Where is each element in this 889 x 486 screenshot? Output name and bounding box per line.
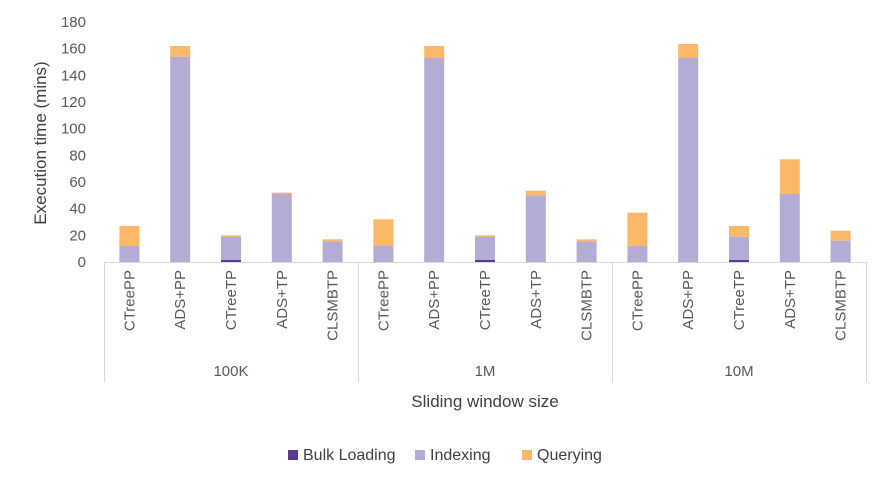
bar-segment-bulk-loading	[729, 260, 749, 262]
x-tick-label: CTreeTP	[223, 270, 240, 330]
group-label: 1M	[475, 363, 496, 380]
group-label: 100K	[213, 363, 248, 380]
bar-segment-querying	[576, 239, 597, 242]
bar-segment-querying	[322, 239, 343, 242]
bar-segment-querying	[119, 226, 140, 246]
bar-segment-indexing	[271, 194, 292, 262]
y-tick-label: 40	[69, 201, 86, 218]
x-tick-label: CLSMBTP	[833, 270, 850, 341]
group-label: 10M	[724, 363, 753, 380]
bar-segment-querying	[779, 159, 800, 194]
y-tick-label: 120	[61, 94, 86, 111]
bar-segment-querying	[373, 219, 394, 246]
bar-segment-bulk-loading	[221, 260, 241, 262]
bar-segment-indexing	[779, 194, 800, 262]
bar-segment-querying	[525, 190, 546, 196]
legend-swatch	[288, 450, 298, 460]
legend-swatch	[522, 450, 532, 460]
bar-segment-querying	[221, 235, 241, 237]
x-tick-label: CLSMBTP	[579, 270, 596, 341]
x-tick-label: CTreeTP	[477, 270, 494, 330]
bar-segment-indexing	[525, 195, 546, 262]
bar-segment-indexing	[322, 241, 343, 262]
y-tick-label: 160	[61, 41, 86, 58]
bar-segment-indexing	[373, 246, 394, 262]
bar-segment-querying	[424, 46, 445, 58]
y-tick-label: 60	[69, 174, 86, 191]
y-axis: 0 20 40 60 80 100 120 140 160 180	[61, 14, 86, 271]
x-tick-label: CTreeTP	[731, 270, 748, 330]
legend-label: Indexing	[430, 447, 491, 464]
bar-segment-indexing	[576, 241, 597, 262]
x-axis-title: Sliding window size	[411, 392, 558, 411]
bar-segment-indexing	[678, 58, 699, 262]
bar-segment-indexing	[170, 56, 191, 262]
bar-segment-querying	[627, 212, 648, 246]
legend-label: Bulk Loading	[303, 447, 396, 464]
legend: Bulk Loading Indexing Querying	[288, 447, 602, 464]
x-tick-label: CTreePP	[375, 270, 392, 331]
x-tick-label: ADS+PP	[172, 270, 189, 330]
bar-segment-querying	[729, 226, 749, 237]
x-axis: CTreePP ADS+PP CTreeTP ADS+TP CLSMBTP CTreePP…	[104, 262, 867, 382]
x-tick-label: ADS+TP	[528, 270, 545, 329]
bar-segment-indexing	[729, 236, 749, 260]
y-tick-label: 140	[61, 67, 86, 84]
x-tick-label: CLSMBTP	[325, 270, 342, 341]
bar-segment-querying	[830, 230, 851, 241]
legend-label: Querying	[537, 447, 602, 464]
bar-segment-querying	[475, 235, 495, 237]
bar-segment-bulk-loading	[475, 260, 495, 262]
bar-segment-indexing	[475, 236, 495, 260]
bar-segment-indexing	[424, 58, 445, 262]
x-tick-label: ADS+PP	[426, 270, 443, 330]
y-tick-label: 80	[69, 147, 86, 164]
y-axis-title: Execution time (mins)	[31, 61, 50, 224]
x-tick-label: ADS+PP	[680, 270, 697, 330]
y-tick-label: 0	[78, 254, 86, 271]
bar-segment-indexing	[221, 236, 241, 260]
bars	[119, 44, 851, 262]
x-tick-label: CTreePP	[121, 270, 138, 331]
bar-segment-indexing	[830, 240, 851, 262]
y-tick-label: 20	[69, 227, 86, 244]
x-tick-label: CTreePP	[629, 270, 646, 331]
bar-segment-indexing	[119, 246, 140, 262]
legend-swatch	[415, 450, 425, 460]
bar-segment-querying	[678, 44, 699, 58]
y-tick-label: 100	[61, 121, 86, 138]
bar-segment-indexing	[627, 246, 648, 262]
x-tick-label: ADS+TP	[782, 270, 799, 329]
bar-segment-querying	[271, 192, 292, 194]
bar-segment-querying	[170, 46, 191, 57]
x-tick-label: ADS+TP	[274, 270, 291, 329]
y-tick-label: 180	[61, 14, 86, 31]
